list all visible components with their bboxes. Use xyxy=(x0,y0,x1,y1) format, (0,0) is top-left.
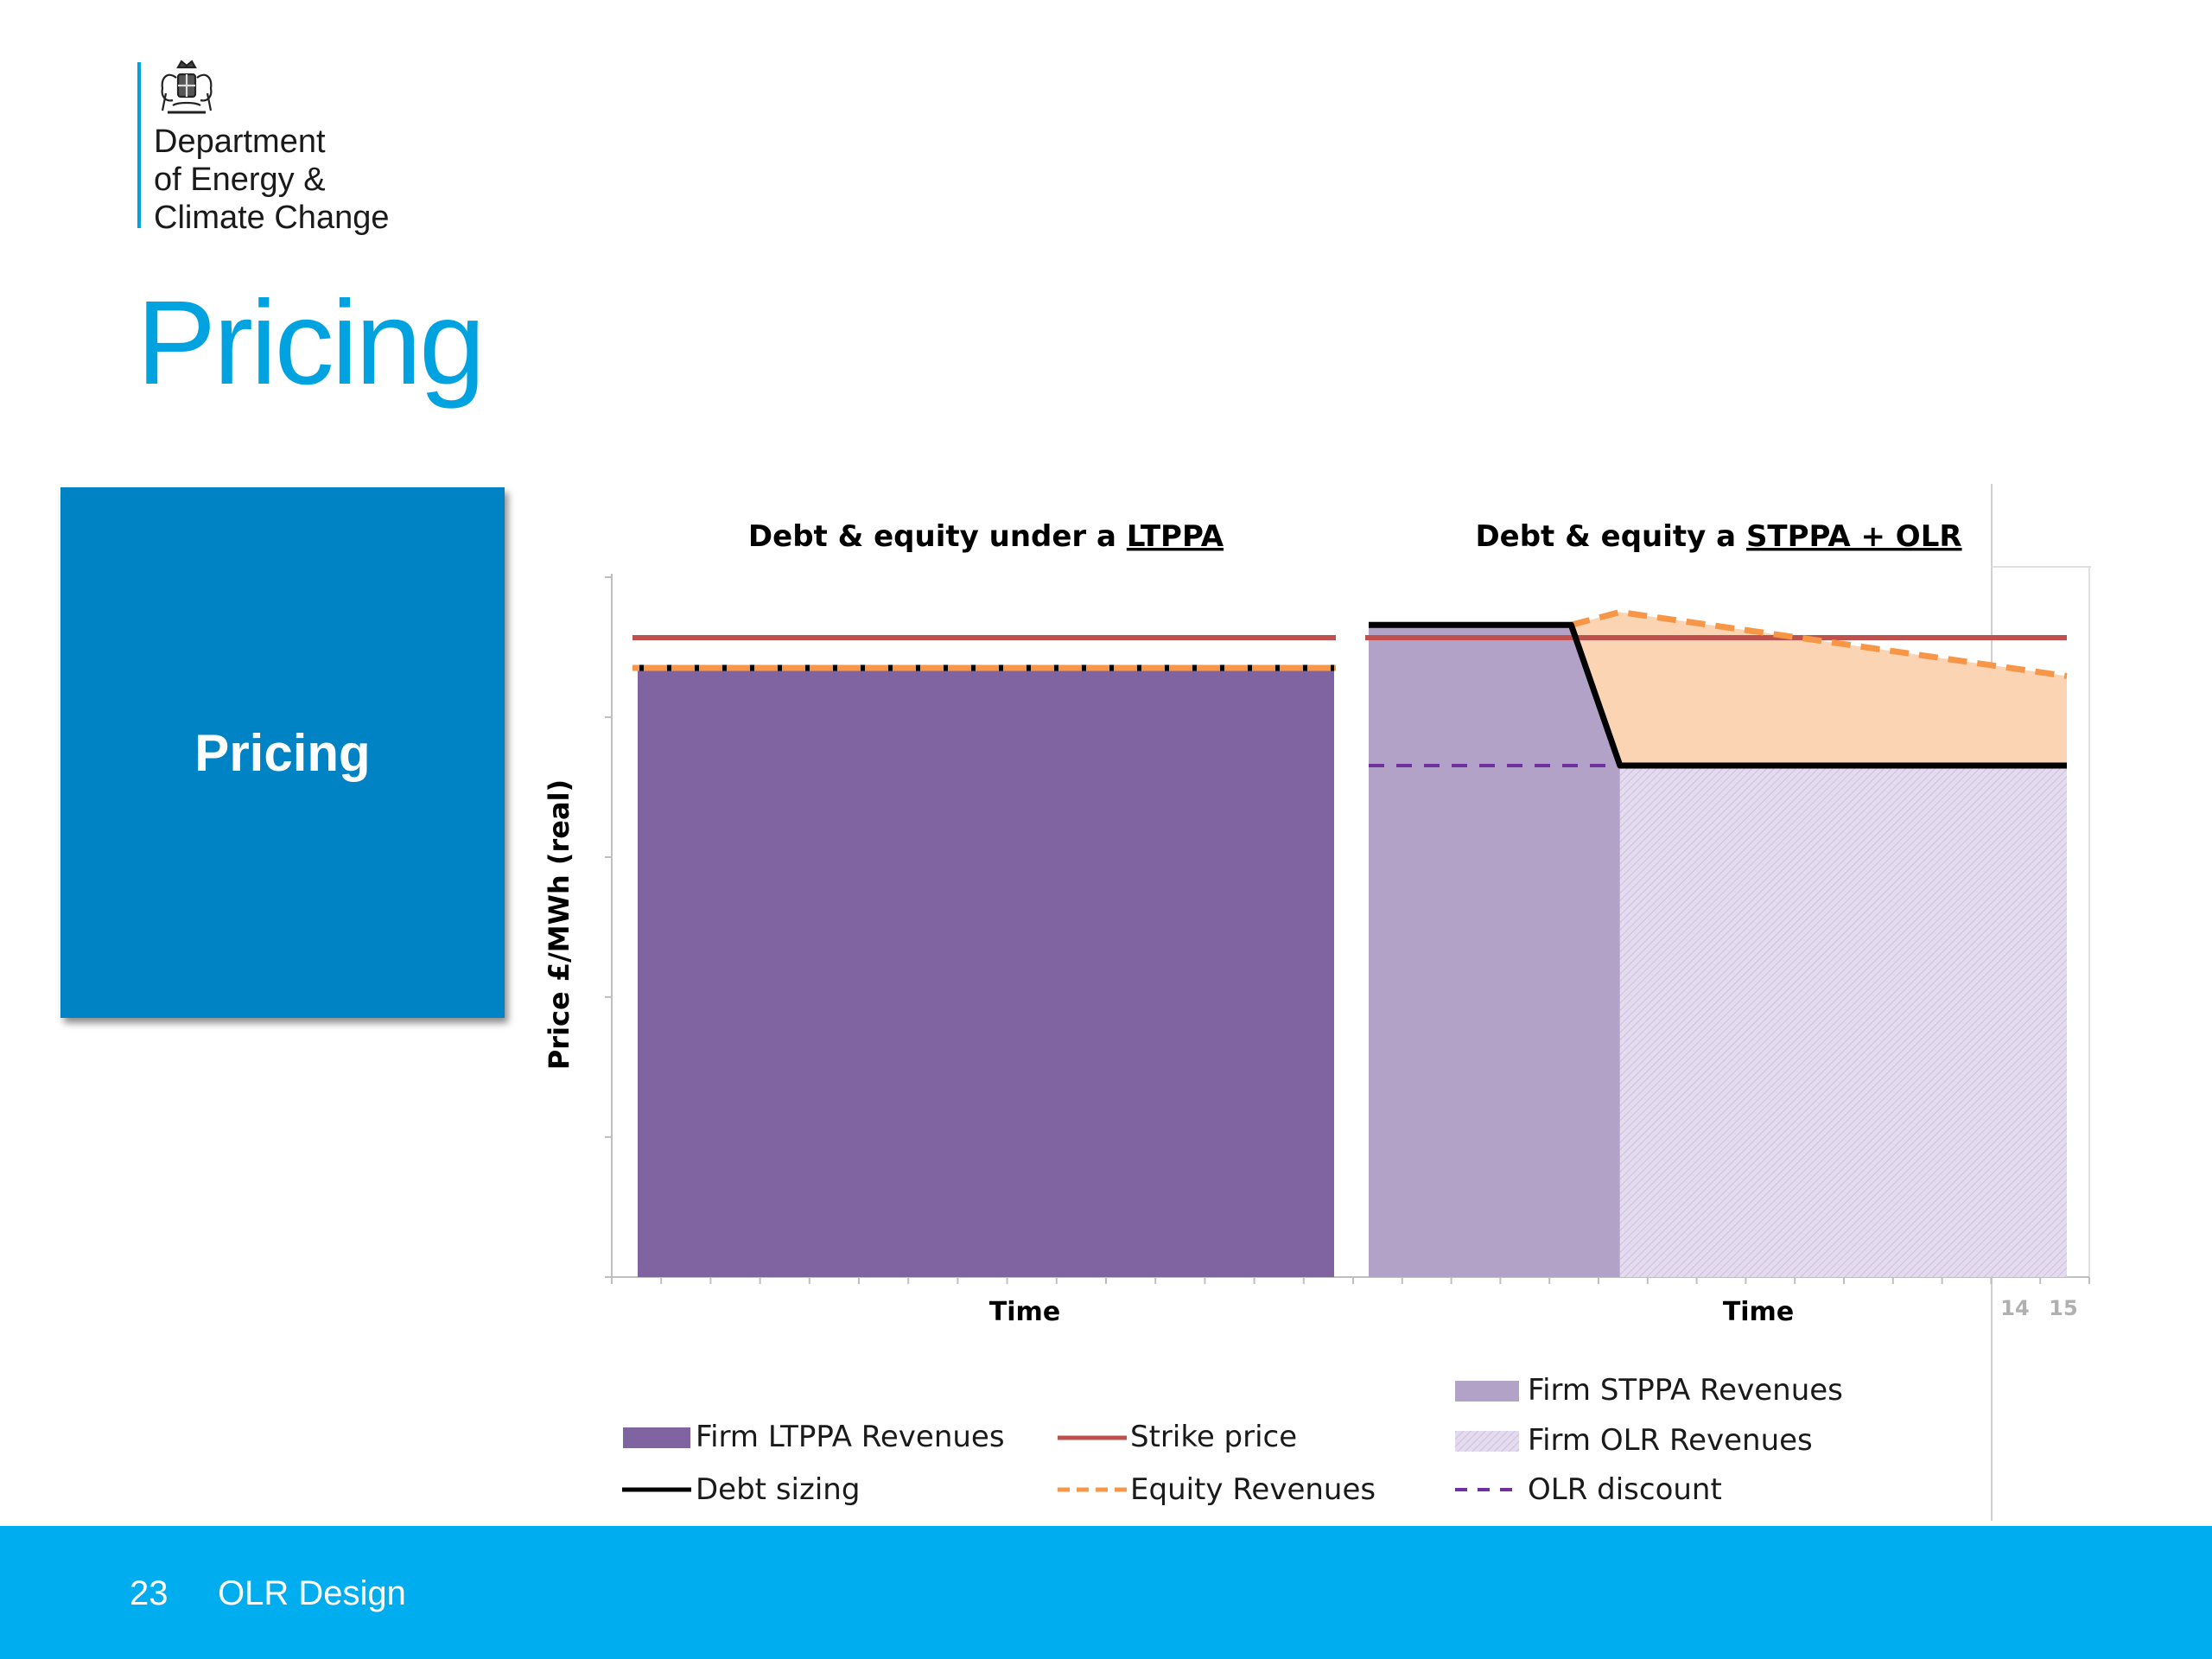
page-number: 23 xyxy=(130,1574,168,1612)
legend-swatch-firm-olr xyxy=(1455,1431,1519,1452)
legend-label-strike: Strike price xyxy=(1130,1420,1297,1454)
chart-title-left: Debt & equity under a LTPPA xyxy=(748,519,1224,554)
firm-ltppa-revenues-area xyxy=(638,670,1334,1277)
logo-accent-bar xyxy=(137,62,141,228)
logo-line-1: Department xyxy=(154,124,326,160)
firm-stppa-revenues-area xyxy=(1369,625,1620,1277)
section-box: Pricing xyxy=(60,487,505,1018)
legend-label-firm-ltppa: Firm LTPPA Revenues xyxy=(696,1420,1005,1454)
logo-line-3: Climate Change xyxy=(154,200,390,236)
firm-olr-revenues-area xyxy=(1619,766,2067,1277)
equity-revenues-line-right xyxy=(1570,608,2068,679)
legend: Firm LTPPA Revenues Strike price Debt si… xyxy=(622,1373,1843,1507)
y-axis-label: Price £/MWh (real) xyxy=(543,779,575,1070)
extra-tick-label-15: 15 xyxy=(2049,1296,2077,1320)
legend-label-equity: Equity Revenues xyxy=(1130,1472,1376,1507)
footer-bar: 23 OLR Design xyxy=(0,1526,2212,1659)
chart-title-right: Debt & equity a STPPA + OLR xyxy=(1475,519,1961,554)
x-axis-label-left: Time xyxy=(989,1297,1060,1327)
footer-label: OLR Design xyxy=(218,1574,406,1612)
x-axis-ticks xyxy=(611,1277,2090,1284)
legend-swatch-firm-stppa xyxy=(1455,1381,1519,1402)
revenue-chart: Debt & equity under a LTPPA Debt & equit… xyxy=(543,484,2091,1521)
department-logo-text: Department of Energy & Climate Change xyxy=(154,123,389,237)
legend-label-firm-stppa: Firm STPPA Revenues xyxy=(1528,1373,1843,1408)
logo-line-2: of Energy & xyxy=(154,162,326,198)
legend-label-olr-discount: OLR discount xyxy=(1528,1472,1722,1507)
legend-swatch-firm-ltppa xyxy=(623,1427,690,1448)
legend-label-firm-olr: Firm OLR Revenues xyxy=(1528,1423,1813,1458)
page-title: Pricing xyxy=(137,276,486,410)
legend-label-debt: Debt sizing xyxy=(696,1472,860,1507)
equity-revenues-area xyxy=(1571,612,2067,766)
y-axis-ticks xyxy=(605,576,612,1278)
royal-crest-icon xyxy=(161,60,213,114)
extra-tick-label-14: 14 xyxy=(2000,1296,2029,1320)
x-axis-label-right: Time xyxy=(1723,1297,1794,1327)
section-box-label: Pricing xyxy=(194,723,371,782)
debt-sizing-line-right xyxy=(1369,621,2067,769)
